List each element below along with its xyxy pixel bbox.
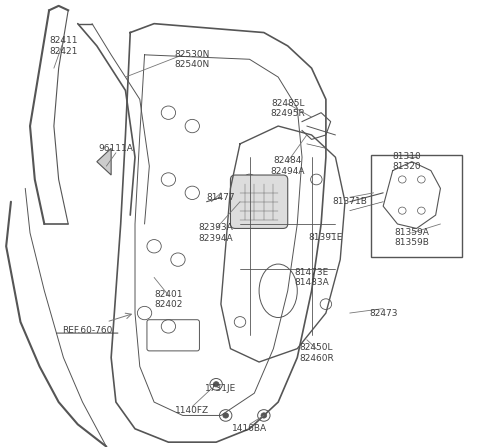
Text: 81391E: 81391E	[309, 233, 343, 242]
Circle shape	[223, 413, 228, 418]
Text: 82484
82494A: 82484 82494A	[270, 156, 305, 176]
Polygon shape	[97, 148, 111, 175]
Text: 82473: 82473	[369, 309, 397, 318]
Text: 82411
82421: 82411 82421	[49, 36, 78, 56]
FancyBboxPatch shape	[230, 175, 288, 228]
Text: 1140FZ: 1140FZ	[175, 406, 209, 415]
Text: 81473E
81483A: 81473E 81483A	[294, 268, 329, 287]
Text: 82450L
82460R: 82450L 82460R	[299, 344, 334, 363]
Circle shape	[213, 382, 219, 387]
Text: 96111A: 96111A	[98, 144, 133, 153]
Circle shape	[261, 413, 267, 418]
Text: 81310
81320: 81310 81320	[393, 152, 421, 172]
Text: 1416BA: 1416BA	[232, 424, 267, 433]
Text: 81477: 81477	[206, 193, 235, 202]
Text: REF.60-760: REF.60-760	[62, 326, 112, 336]
Text: 82530N
82540N: 82530N 82540N	[175, 50, 210, 69]
Text: 81359A
81359B: 81359A 81359B	[395, 228, 429, 247]
Text: 1731JE: 1731JE	[205, 384, 237, 393]
Text: 82393A
82394A: 82393A 82394A	[199, 223, 233, 243]
Text: 82401
82402: 82401 82402	[154, 290, 183, 310]
Text: 81371B: 81371B	[332, 197, 367, 206]
Text: 82485L
82495R: 82485L 82495R	[270, 99, 305, 118]
